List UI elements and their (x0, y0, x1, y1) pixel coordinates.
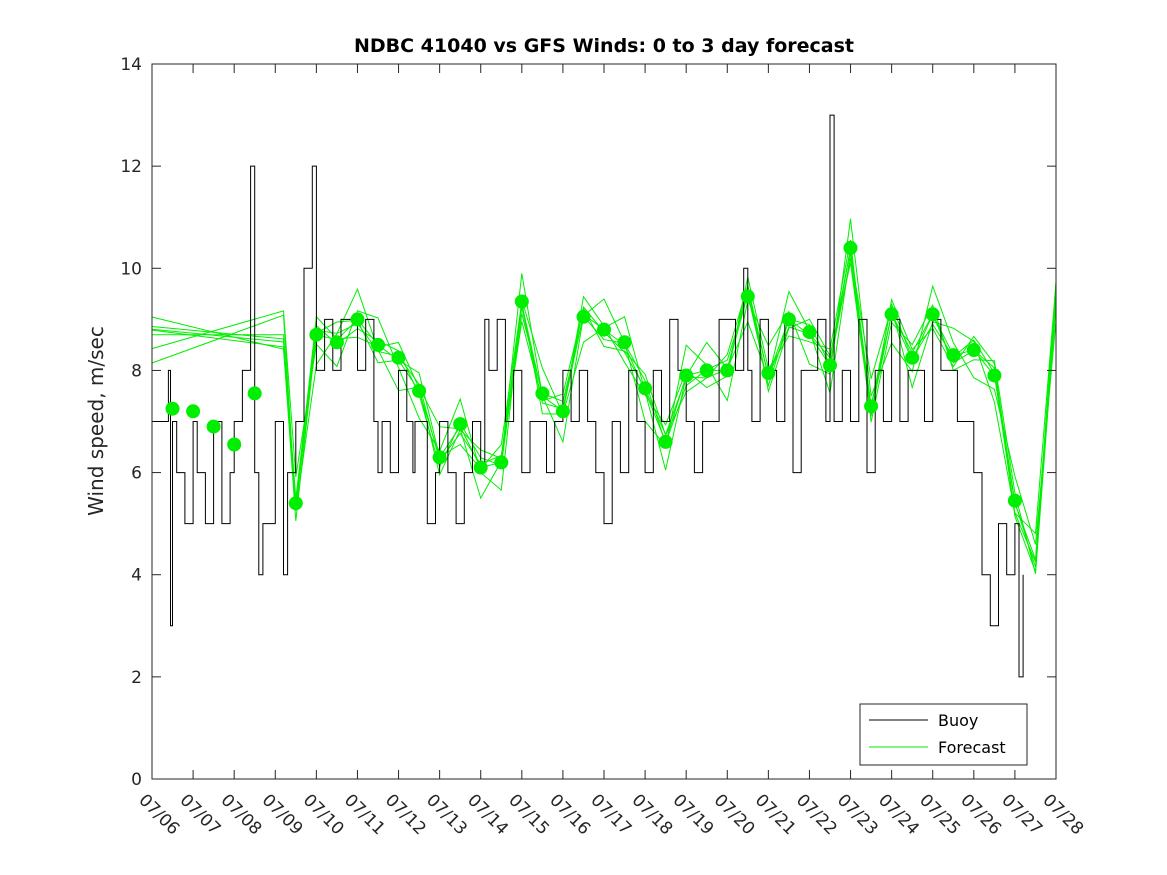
forecast-point (617, 335, 632, 350)
forecast-point (987, 368, 1002, 383)
forecast-point (165, 401, 180, 416)
forecast-point (658, 434, 673, 449)
forecast-point (309, 327, 324, 342)
forecast-point (679, 368, 694, 383)
forecast-member-line (151, 218, 1057, 545)
forecast-point (247, 386, 262, 401)
forecast-point (227, 437, 242, 452)
forecast-point (905, 350, 920, 365)
forecast-point (288, 496, 303, 511)
forecast-member-line (151, 253, 1057, 535)
y-tick-label: 2 (131, 668, 142, 688)
legend: Buoy Forecast (859, 703, 1028, 766)
forecast-point (720, 363, 735, 378)
forecast-point (802, 325, 817, 340)
forecast-point (329, 335, 344, 350)
forecast-member-line (151, 248, 1057, 568)
y-axis-label: Wind speed, m/sec (84, 326, 108, 516)
forecast-member-line (151, 240, 1057, 574)
forecast-point (206, 419, 221, 434)
forecast-point (473, 460, 488, 475)
buoy-line (152, 114, 1024, 678)
forecast-point (412, 383, 427, 398)
forecast-point (186, 404, 201, 419)
forecast-point (946, 348, 961, 363)
legend-forecast-label: Forecast (938, 738, 1006, 757)
forecast-point (350, 312, 365, 327)
forecast-point (535, 386, 550, 401)
forecast-series-line (152, 247, 1057, 560)
forecast-point (761, 366, 776, 380)
forecast-point (966, 343, 981, 357)
y-tick-label: 14 (120, 55, 142, 75)
forecast-point (371, 337, 385, 352)
forecast-point (453, 417, 468, 432)
forecast-point (638, 381, 653, 396)
forecast-point (494, 455, 509, 470)
plot-area (152, 64, 1056, 779)
forecast-dots (165, 240, 1022, 511)
y-tick-label: 0 (131, 770, 142, 790)
legend-buoy-label: Buoy (938, 711, 978, 730)
forecast-point (740, 289, 755, 304)
forecast-point (576, 309, 591, 324)
forecast-point (843, 240, 858, 255)
forecast-point (597, 322, 611, 337)
forecast-point (699, 363, 714, 378)
buoy-series-line (152, 114, 1024, 678)
forecast-point (1007, 493, 1022, 508)
forecast-point (391, 350, 406, 365)
chart-title: NDBC 41040 vs GFS Winds: 0 to 3 day fore… (354, 35, 854, 57)
y-tick-label: 8 (131, 361, 142, 381)
forecast-point (514, 294, 529, 309)
forecast-point (823, 358, 837, 373)
y-tick-label: 6 (131, 464, 142, 484)
y-tick-label: 12 (120, 157, 142, 177)
forecast-point (781, 312, 796, 327)
forecast-point (925, 307, 940, 322)
forecast-point (864, 399, 879, 414)
forecast-lines (151, 218, 1057, 574)
y-tick-label: 10 (120, 259, 142, 279)
forecast-member-line (151, 262, 1057, 572)
legend-box (859, 703, 1028, 766)
forecast-point (432, 450, 447, 465)
y-tick-label: 4 (131, 566, 142, 586)
forecast-point (555, 404, 570, 419)
forecast-point (884, 307, 899, 322)
